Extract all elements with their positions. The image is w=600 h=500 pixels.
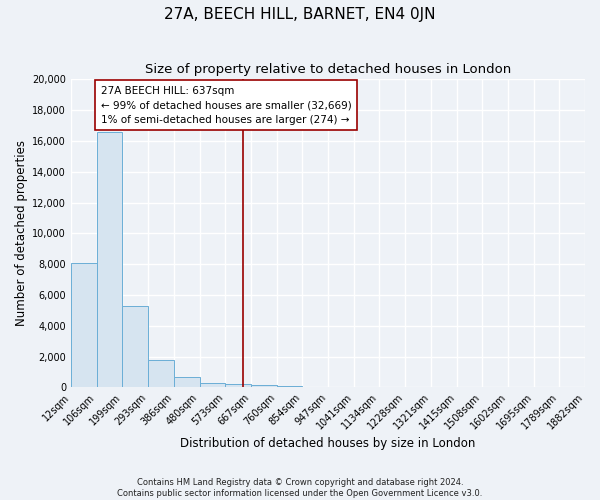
Text: 27A, BEECH HILL, BARNET, EN4 0JN: 27A, BEECH HILL, BARNET, EN4 0JN bbox=[164, 8, 436, 22]
Title: Size of property relative to detached houses in London: Size of property relative to detached ho… bbox=[145, 62, 511, 76]
Bar bbox=[200, 383, 225, 388]
X-axis label: Distribution of detached houses by size in London: Distribution of detached houses by size … bbox=[180, 437, 476, 450]
Bar bbox=[97, 132, 122, 388]
Bar bbox=[148, 360, 174, 388]
Text: 27A BEECH HILL: 637sqm
← 99% of detached houses are smaller (32,669)
1% of semi-: 27A BEECH HILL: 637sqm ← 99% of detached… bbox=[101, 86, 352, 125]
Y-axis label: Number of detached properties: Number of detached properties bbox=[15, 140, 28, 326]
Bar bbox=[277, 386, 302, 388]
Bar bbox=[71, 262, 97, 388]
Text: Contains HM Land Registry data © Crown copyright and database right 2024.
Contai: Contains HM Land Registry data © Crown c… bbox=[118, 478, 482, 498]
Bar bbox=[122, 306, 148, 388]
Bar bbox=[174, 376, 200, 388]
Bar bbox=[251, 386, 277, 388]
Bar bbox=[225, 384, 251, 388]
Bar bbox=[302, 386, 328, 388]
